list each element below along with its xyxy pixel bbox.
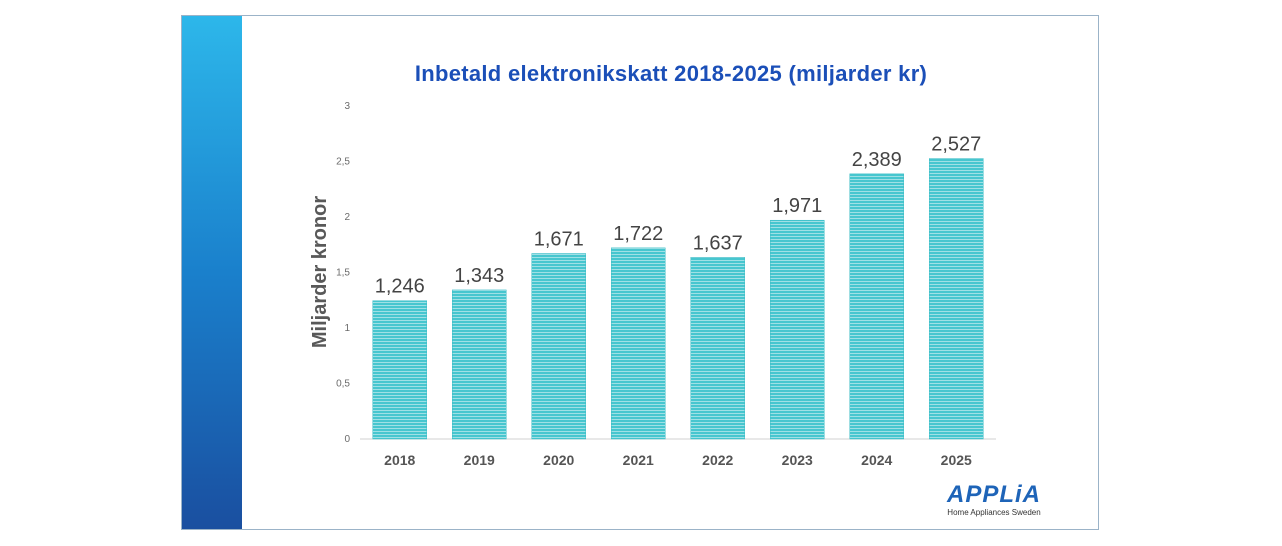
y-tick-label: 2,5 bbox=[336, 157, 350, 168]
bar-2018 bbox=[372, 300, 427, 440]
x-tick-label-2023: 2023 bbox=[782, 452, 813, 468]
y-tick-label: 2 bbox=[344, 212, 350, 223]
logo-subtitle: Home Appliances Sweden bbox=[947, 508, 1041, 517]
data-label-2021: 1,722 bbox=[613, 223, 663, 245]
data-label-2022: 1,637 bbox=[693, 232, 743, 254]
data-label-2018: 1,246 bbox=[375, 276, 425, 298]
y-tick-label: 1,5 bbox=[336, 268, 350, 279]
y-tick-label: 0,5 bbox=[336, 379, 350, 390]
bar-2023 bbox=[770, 219, 825, 440]
data-label-2025: 2,527 bbox=[931, 134, 981, 156]
data-labels: 1,246 1,343 1,671 1,722 1,637 1,971 2,389 2,527 bbox=[375, 134, 982, 298]
x-tick-label-2019: 2019 bbox=[464, 452, 495, 468]
bar-2022 bbox=[690, 257, 745, 440]
x-axis-ticks: 2018 2019 2020 2021 2022 2023 2024 2025 bbox=[384, 452, 972, 468]
sidebar-gradient bbox=[182, 16, 242, 529]
x-tick-label-2025: 2025 bbox=[941, 452, 972, 468]
y-tick-label: 3 bbox=[344, 101, 350, 112]
data-label-2020: 1,671 bbox=[534, 229, 584, 251]
bar-2021 bbox=[611, 247, 666, 440]
y-axis-ticks: 0 0,5 1 1,5 2 2,5 3 bbox=[336, 101, 350, 445]
data-label-2023: 1,971 bbox=[772, 195, 822, 217]
chart-title: Inbetald elektronikskatt 2018-2025 (milj… bbox=[414, 61, 928, 86]
x-tick-label-2022: 2022 bbox=[702, 452, 733, 468]
bars bbox=[372, 158, 984, 440]
y-tick-label: 1 bbox=[344, 323, 350, 334]
data-label-2019: 1,343 bbox=[454, 265, 504, 287]
bar-2020 bbox=[531, 253, 586, 440]
bar-2024 bbox=[849, 173, 904, 440]
y-tick-label: 0 bbox=[344, 434, 350, 445]
x-tick-label-2024: 2024 bbox=[861, 452, 892, 468]
logo-wordmark: APPLiA bbox=[946, 481, 1041, 508]
x-tick-label-2018: 2018 bbox=[384, 452, 415, 468]
data-label-2024: 2,389 bbox=[852, 149, 902, 171]
y-axis-label: Miljarder kronor bbox=[309, 196, 331, 348]
applia-logo: APPLiA Home Appliances Sweden bbox=[934, 481, 1054, 518]
bar-2019 bbox=[452, 289, 507, 440]
x-tick-label-2020: 2020 bbox=[543, 452, 574, 468]
x-tick-label-2021: 2021 bbox=[623, 452, 654, 468]
bar-2025 bbox=[929, 158, 984, 440]
